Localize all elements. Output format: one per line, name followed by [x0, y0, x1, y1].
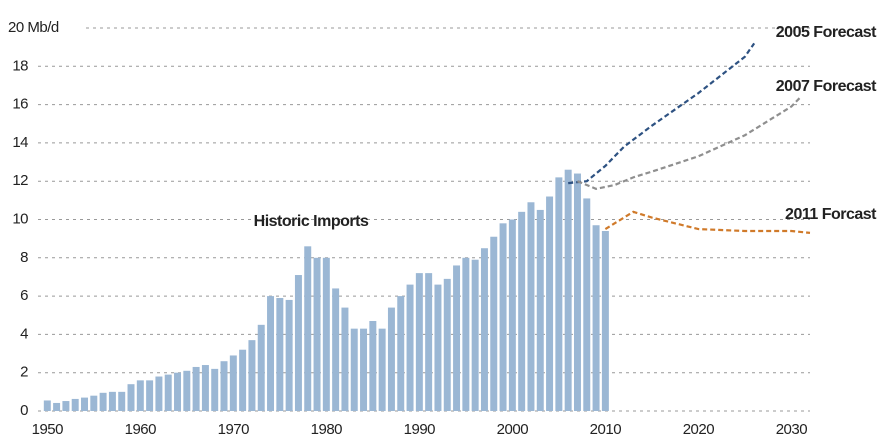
bar [462, 257, 470, 411]
bar [555, 177, 563, 411]
bar [471, 259, 479, 411]
forecast-line [568, 42, 756, 185]
bar [192, 366, 200, 411]
bar [276, 298, 284, 411]
bar [155, 376, 163, 411]
bar [508, 219, 516, 411]
forecast-line [577, 96, 802, 191]
bar [443, 278, 451, 411]
bar [211, 368, 219, 411]
bar [369, 320, 377, 411]
x-tick-label: 1950 [32, 421, 64, 438]
bar [229, 355, 237, 411]
bar [360, 328, 368, 411]
bar [499, 223, 507, 411]
bar [490, 236, 498, 411]
bar [341, 307, 349, 411]
y-tick-label: 8 [20, 249, 28, 266]
y-tick-label: 18 [12, 57, 28, 74]
y-tick-label: 16 [12, 96, 28, 113]
bar [378, 328, 386, 411]
bar [43, 400, 51, 411]
bar [239, 349, 247, 411]
bar [174, 372, 182, 411]
bar [294, 275, 302, 411]
bar [480, 248, 488, 411]
bar [201, 365, 209, 411]
bar [350, 328, 358, 411]
x-tick-label: 1970 [218, 421, 250, 438]
y-tick-label: 6 [20, 287, 28, 304]
bar [415, 273, 423, 411]
bar [313, 257, 321, 411]
annotation: Historic Imports [254, 213, 369, 230]
x-tick-label: 1960 [125, 421, 157, 438]
bar [573, 173, 581, 411]
bar [592, 225, 600, 411]
bar [248, 340, 256, 411]
bar [118, 391, 126, 411]
series-label: 2011 Forcast [785, 206, 877, 223]
y-tick-label: 12 [12, 172, 28, 189]
x-tick-label: 2030 [776, 421, 808, 438]
bar [434, 284, 442, 411]
bar [257, 324, 265, 411]
bar [127, 384, 135, 411]
bar [536, 209, 544, 411]
bar [99, 392, 107, 411]
series-label: 2007 Forecast [776, 78, 877, 95]
bar [406, 284, 414, 411]
bar [453, 265, 461, 411]
bar [90, 395, 98, 411]
y-tick-label: 4 [20, 325, 28, 342]
x-tick-label: 2020 [683, 421, 715, 438]
bar [220, 361, 228, 411]
x-tick-label: 2010 [590, 421, 622, 438]
y-tick-label: 14 [12, 134, 28, 151]
y-tick-label: 10 [12, 210, 28, 227]
bar [601, 230, 609, 411]
bar [322, 257, 330, 411]
y-tick-label: 0 [20, 402, 28, 419]
bar [267, 296, 275, 411]
bar [62, 401, 70, 411]
bar [71, 398, 79, 411]
x-tick-label: 1980 [311, 421, 343, 438]
bar [583, 198, 591, 411]
bar [164, 374, 172, 411]
y-tick-label: 2 [20, 364, 28, 381]
bar [285, 299, 293, 411]
bar [183, 370, 191, 411]
bar [304, 246, 312, 411]
bar [146, 380, 154, 411]
series-label: 2005 Forecast [776, 24, 877, 41]
bar [527, 202, 535, 411]
bar [53, 402, 61, 411]
bar [518, 211, 526, 411]
bar [387, 307, 395, 411]
x-tick-label: 2000 [497, 421, 529, 438]
bar [425, 273, 433, 411]
y-tick-label: 20 Mb/d [8, 19, 59, 36]
forecast-line [604, 210, 811, 234]
bar [81, 397, 88, 411]
x-tick-label: 1990 [404, 421, 436, 438]
bar [546, 196, 554, 411]
bar [564, 169, 572, 411]
bar [108, 391, 116, 411]
bar [397, 296, 405, 411]
bar [332, 288, 340, 411]
bar [136, 380, 144, 411]
